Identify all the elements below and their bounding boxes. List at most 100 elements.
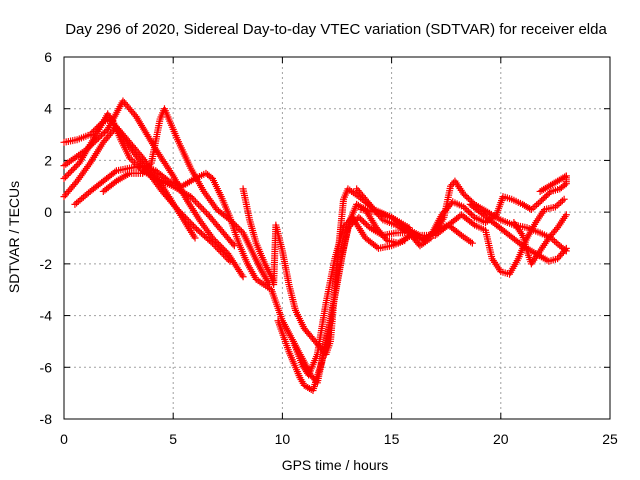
data-point — [65, 170, 73, 178]
data-point — [373, 243, 381, 251]
data-point — [94, 122, 102, 130]
data-point — [195, 201, 203, 209]
data-point — [234, 224, 242, 232]
series-track-12 — [357, 195, 568, 278]
data-point — [551, 237, 559, 245]
data-point — [560, 195, 568, 203]
data-point — [233, 222, 241, 230]
series-track-6 — [99, 105, 273, 289]
y-tick-label: 6 — [44, 49, 52, 65]
data-point — [466, 209, 474, 217]
data-point — [129, 157, 137, 165]
grid-lines — [64, 57, 610, 419]
data-point — [361, 219, 369, 227]
y-tick-label: -8 — [40, 411, 53, 427]
data-point — [72, 179, 80, 187]
data-point — [91, 126, 99, 134]
data-point — [469, 212, 477, 220]
data-point — [203, 209, 211, 217]
data-point — [363, 221, 371, 229]
axis-ticks — [63, 56, 611, 420]
data-point — [460, 190, 468, 198]
plot-frame — [63, 56, 611, 420]
data-point — [545, 189, 553, 197]
data-point — [71, 164, 79, 172]
data-point — [207, 238, 215, 246]
y-axis-label: SDTVAR / TECUs — [6, 181, 22, 293]
data-point — [127, 155, 135, 163]
data-point — [539, 195, 547, 203]
data-point — [191, 198, 199, 206]
data-layer — [60, 97, 570, 395]
data-point — [126, 154, 134, 162]
y-tick-label: -2 — [40, 256, 53, 272]
data-point — [191, 234, 199, 242]
y-tick-label: 2 — [44, 152, 52, 168]
data-point — [463, 206, 471, 214]
data-point — [98, 119, 106, 127]
data-point — [360, 218, 368, 226]
x-tick-label: 25 — [602, 431, 618, 447]
data-point — [542, 192, 550, 200]
x-tick-labels: 0 5 10 15 20 25 — [60, 431, 618, 447]
x-tick-label: 0 — [60, 431, 68, 447]
data-point — [86, 131, 94, 139]
data-point — [552, 239, 560, 247]
y-tick-label: 4 — [44, 101, 52, 117]
data-point — [562, 244, 570, 252]
data-point — [221, 252, 229, 260]
data-point — [137, 152, 145, 160]
data-point — [226, 216, 234, 224]
data-point — [538, 196, 546, 204]
data-point — [198, 204, 206, 212]
data-point — [199, 206, 207, 214]
x-tick-label: 10 — [275, 431, 291, 447]
data-point — [469, 220, 477, 228]
data-point — [464, 207, 472, 215]
series-track-16 — [536, 172, 570, 195]
data-point — [93, 124, 101, 132]
data-point — [464, 194, 472, 202]
data-point — [467, 210, 475, 218]
data-point — [228, 218, 236, 226]
data-point — [533, 201, 541, 209]
data-point — [72, 162, 80, 170]
data-point — [188, 194, 196, 202]
data-point — [60, 175, 68, 183]
data-point — [236, 226, 244, 234]
data-point — [460, 203, 468, 211]
data-point — [382, 235, 390, 243]
data-point — [209, 239, 217, 247]
y-tick-label: 0 — [44, 204, 52, 220]
x-axis-label: GPS time / hours — [282, 457, 389, 473]
data-point — [468, 239, 476, 247]
data-point — [196, 203, 204, 211]
y-tick-label: -4 — [40, 308, 53, 324]
data-point — [399, 222, 407, 230]
data-point — [561, 181, 569, 189]
data-point — [461, 204, 469, 212]
data-point — [99, 130, 107, 138]
series-track-15 — [510, 211, 570, 268]
x-tick-label: 5 — [169, 431, 177, 447]
data-point — [213, 244, 221, 252]
data-point — [536, 198, 544, 206]
data-point — [562, 172, 570, 180]
data-point — [89, 127, 97, 135]
data-point — [461, 192, 469, 200]
data-point — [201, 207, 209, 215]
data-point — [66, 168, 74, 176]
data-point — [215, 246, 223, 254]
data-point — [190, 196, 198, 204]
data-point — [463, 193, 471, 201]
data-point — [239, 273, 247, 281]
data-point — [69, 165, 77, 173]
data-point — [101, 128, 109, 136]
data-point — [557, 198, 565, 206]
x-tick-label: 20 — [493, 431, 509, 447]
data-point — [111, 178, 119, 186]
data-point — [88, 129, 96, 137]
data-point — [358, 216, 366, 224]
series-track-10 — [289, 213, 409, 379]
